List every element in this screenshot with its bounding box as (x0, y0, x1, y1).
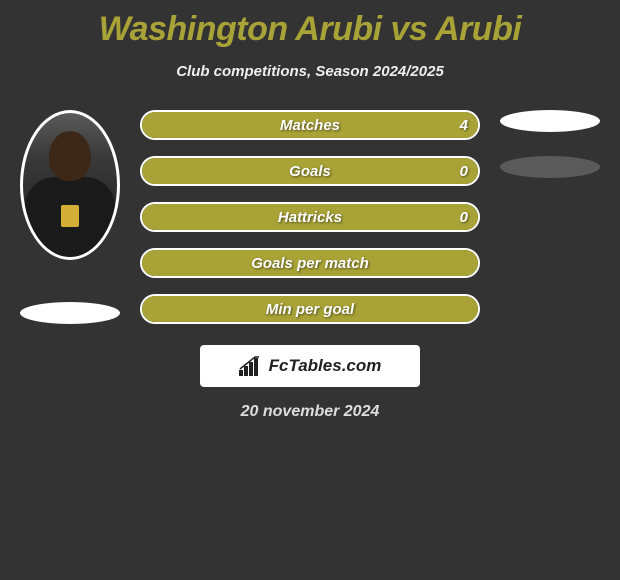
stat-label: Min per goal (266, 301, 354, 318)
stat-row-min-per-goal: Min per goal (140, 294, 480, 324)
player-avatar (20, 110, 120, 260)
stat-label: Matches (280, 117, 340, 134)
player-column-right (490, 110, 610, 202)
stat-label: Goals (289, 163, 331, 180)
stat-row-goals: Goals 0 (140, 156, 480, 186)
subtitle: Club competitions, Season 2024/2025 (0, 63, 620, 80)
logo-text: FcTables.com (269, 356, 382, 376)
right-pill-2 (500, 156, 600, 178)
main-content: Matches 4 Goals 0 Hattricks 0 Goals per … (0, 110, 620, 340)
stat-row-matches: Matches 4 (140, 110, 480, 140)
stat-label: Hattricks (278, 209, 342, 226)
stat-value: 0 (460, 163, 468, 180)
stats-column: Matches 4 Goals 0 Hattricks 0 Goals per … (130, 110, 490, 340)
stat-row-goals-per-match: Goals per match (140, 248, 480, 278)
page-title: Washington Arubi vs Arubi (0, 10, 620, 49)
chart-icon (239, 356, 263, 376)
right-pill-1 (500, 110, 600, 132)
stat-value: 0 (460, 209, 468, 226)
logo-box[interactable]: FcTables.com (200, 345, 420, 387)
avatar-badge (61, 205, 79, 227)
avatar-head (49, 131, 91, 181)
date-text: 20 november 2024 (0, 403, 620, 421)
country-pill-left (20, 302, 120, 324)
stat-row-hattricks: Hattricks 0 (140, 202, 480, 232)
stat-value: 4 (460, 117, 468, 134)
stats-widget: Washington Arubi vs Arubi Club competiti… (0, 0, 620, 421)
stat-label: Goals per match (251, 255, 369, 272)
player-column-left (10, 110, 130, 324)
